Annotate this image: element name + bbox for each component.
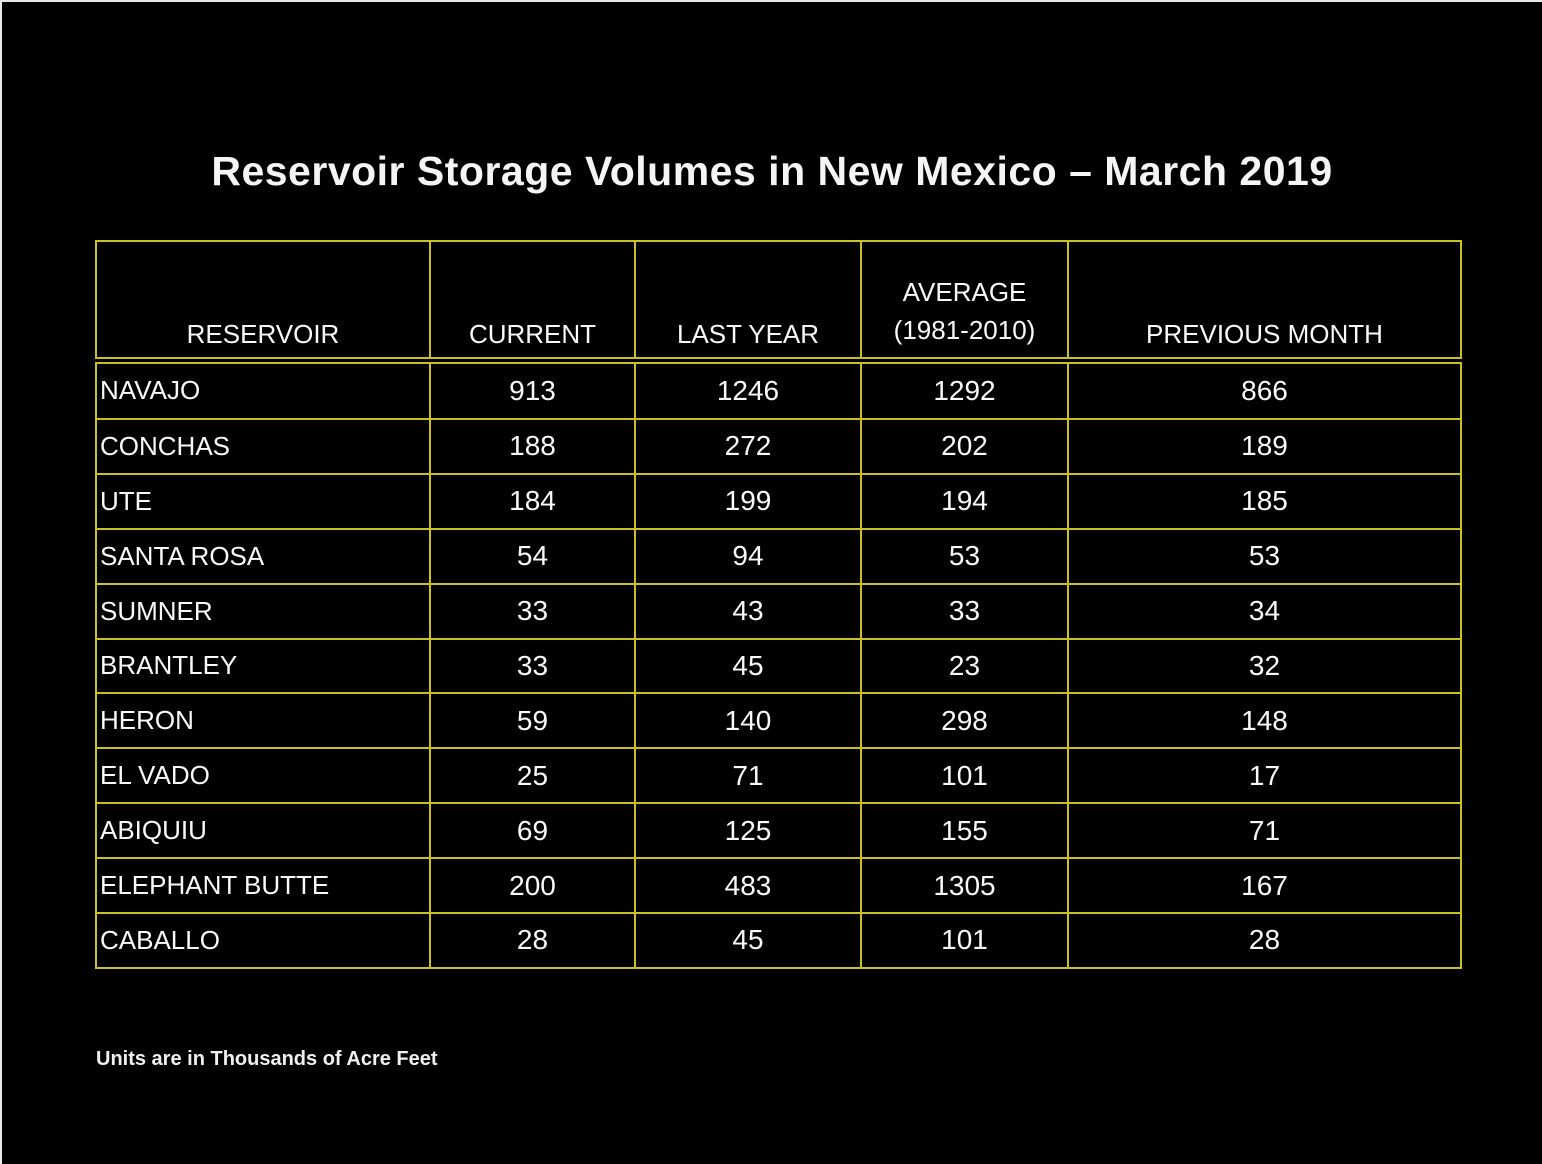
cell-reservoir: UTE [95,472,431,530]
column-header-reservoir: RESERVOIR [95,240,431,364]
cell-reservoir: ABIQUIU [95,802,431,860]
table-row: ABIQUIU 69 125 155 71 [95,802,1462,860]
cell-reservoir: ELEPHANT BUTTE [95,857,431,914]
cell-previous-month: 167 [1067,857,1462,914]
cell-current: 913 [429,359,636,420]
cell-last-year: 1246 [634,359,862,420]
cell-current: 184 [429,472,636,530]
cell-last-year: 45 [634,637,862,695]
cell-last-year: 125 [634,802,862,860]
table-row: ELEPHANT BUTTE 200 483 1305 167 [95,857,1462,914]
cell-average: 1292 [860,359,1069,420]
cell-last-year: 272 [634,417,862,475]
cell-reservoir: CABALLO [95,911,431,970]
cell-previous-month: 189 [1067,417,1462,475]
column-header-previous-month: PREVIOUS MONTH [1067,240,1462,364]
cell-current: 200 [429,857,636,914]
cell-average: 202 [860,417,1069,475]
table-row: UTE 184 199 194 185 [95,472,1462,530]
reservoir-table: RESERVOIR CURRENT LAST YEAR AVERAGE (198… [95,240,1462,970]
table-row: BRANTLEY 33 45 23 32 [95,637,1462,695]
cell-previous-month: 866 [1067,359,1462,420]
table-row: SUMNER 33 43 33 34 [95,582,1462,640]
cell-reservoir: SANTA ROSA [95,527,431,585]
cell-last-year: 94 [634,527,862,585]
cell-current: 59 [429,692,636,750]
cell-previous-month: 17 [1067,747,1462,805]
cell-average: 101 [860,747,1069,805]
cell-last-year: 45 [634,911,862,970]
cell-current: 188 [429,417,636,475]
cell-average: 298 [860,692,1069,750]
cell-reservoir: CONCHAS [95,417,431,475]
table-body: NAVAJO 913 1246 1292 866 CONCHAS 188 272 202 189 U… [95,359,1462,970]
cell-average: 23 [860,637,1069,695]
table-row: NAVAJO 913 1246 1292 866 [95,359,1462,420]
cell-last-year: 199 [634,472,862,530]
cell-reservoir: NAVAJO [95,359,431,420]
cell-reservoir: BRANTLEY [95,637,431,695]
cell-current: 25 [429,747,636,805]
cell-reservoir: HERON [95,692,431,750]
table-row: CABALLO 28 45 101 28 [95,911,1462,970]
page-title: Reservoir Storage Volumes in New Mexico … [211,148,1333,194]
cell-previous-month: 148 [1067,692,1462,750]
table-header-row: RESERVOIR CURRENT LAST YEAR AVERAGE (198… [95,240,1462,364]
column-header-last-year: LAST YEAR [634,240,862,364]
cell-average: 33 [860,582,1069,640]
cell-previous-month: 71 [1067,802,1462,860]
cell-average: 1305 [860,857,1069,914]
cell-last-year: 483 [634,857,862,914]
cell-average: 194 [860,472,1069,530]
cell-last-year: 43 [634,582,862,640]
cell-previous-month: 34 [1067,582,1462,640]
cell-current: 69 [429,802,636,860]
table-row: EL VADO 25 71 101 17 [95,747,1462,805]
cell-current: 33 [429,582,636,640]
cell-previous-month: 32 [1067,637,1462,695]
cell-last-year: 71 [634,747,862,805]
column-header-average-line2: (1981-2010) [893,314,1036,345]
table-row: HERON 59 140 298 148 [95,692,1462,750]
cell-average: 101 [860,911,1069,970]
cell-last-year: 140 [634,692,862,750]
table-row: SANTA ROSA 54 94 53 53 [95,527,1462,585]
units-footnote: Units are in Thousands of Acre Feet [96,1048,438,1070]
cell-average: 155 [860,802,1069,860]
cell-previous-month: 28 [1067,911,1462,970]
reservoir-table-container: RESERVOIR CURRENT LAST YEAR AVERAGE (198… [95,240,1462,970]
cell-reservoir: SUMNER [95,582,431,640]
table-header: RESERVOIR CURRENT LAST YEAR AVERAGE (198… [95,240,1462,364]
table-row: CONCHAS 188 272 202 189 [95,417,1462,475]
cell-reservoir: EL VADO [95,747,431,805]
column-header-current: CURRENT [429,240,636,364]
cell-current: 54 [429,527,636,585]
column-header-average-line1: AVERAGE [902,277,1027,308]
cell-average: 53 [860,527,1069,585]
cell-previous-month: 53 [1067,527,1462,585]
cell-current: 33 [429,637,636,695]
cell-previous-month: 185 [1067,472,1462,530]
cell-current: 28 [429,911,636,970]
column-header-average: AVERAGE (1981-2010) [860,240,1069,364]
